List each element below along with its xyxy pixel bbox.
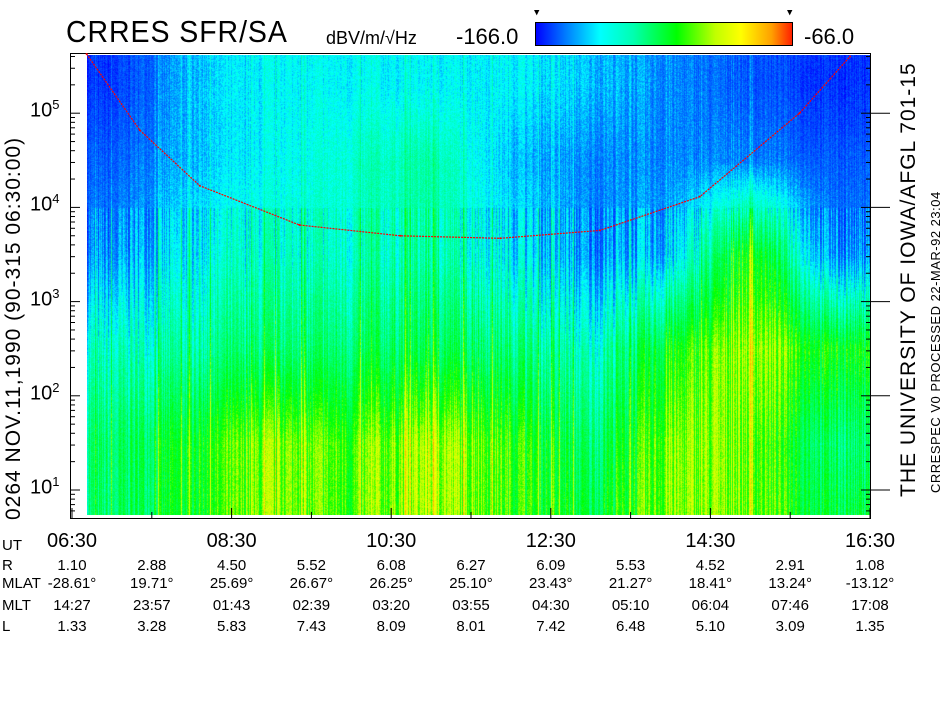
table-cell: 17:08 [851, 597, 889, 614]
overlay-curve-point [849, 55, 852, 58]
orbit-date-label: 0264 NOV.11,1990 (90-315 06:30:00) [2, 136, 25, 520]
overlay-curve-point [798, 112, 801, 115]
table-cell: -28.61° [47, 575, 97, 592]
table-cell: 5.52 [296, 557, 326, 574]
plot-title: CRRES SFR/SA [66, 14, 288, 49]
table-cell: 21.27° [608, 575, 653, 592]
overlay-curve-point [499, 237, 502, 240]
table-row-label: MLAT [2, 575, 41, 592]
table-cell: 02:39 [292, 597, 331, 614]
x-tick-label: 16:30 [844, 530, 896, 552]
table-row-label: R [2, 557, 13, 574]
colorbar-units: dBV/m/√Hz [326, 28, 417, 48]
table-cell: 8.01 [456, 618, 486, 635]
table-cell: 6.09 [536, 557, 566, 574]
table-cell: 7.43 [296, 618, 326, 635]
table-cell: 1.35 [855, 618, 885, 635]
colorbar-min-marker-icon: ▼ [534, 8, 540, 18]
x-tick-label: 14:30 [685, 530, 736, 552]
y-tick-label: 103 [30, 285, 60, 311]
colorbar-min: -166.0 [456, 24, 519, 49]
table-cell: -13.12° [845, 575, 895, 592]
table-cell: 04:30 [532, 597, 570, 614]
table-cell: 3.09 [775, 618, 805, 635]
table-cell: 3.28 [137, 618, 167, 635]
table-cell: 14:27 [53, 597, 91, 614]
institution-label: THE UNIVERSITY OF IOWA/AFGL 701-15 [897, 62, 920, 497]
table-cell: 05:10 [611, 597, 650, 614]
table-row-label: L [2, 618, 11, 635]
table-cell: 1.10 [57, 557, 87, 574]
table-cell: 23:57 [133, 597, 171, 614]
table-cell: 25.10° [449, 575, 493, 592]
overlay-curve-point [198, 184, 201, 187]
processing-label: CRRESPEC V0 PROCESSED 22-MAR-92 23:04 [928, 191, 943, 493]
table-cell: 07:46 [771, 597, 809, 614]
table-cell: 03:20 [372, 597, 410, 614]
table-cell: 25.69° [209, 575, 254, 592]
table-cell: 13.24° [768, 575, 812, 592]
x-tick-label: 06:30 [46, 530, 98, 552]
overlay-curve-point [85, 53, 88, 55]
table-cell: 2.88 [137, 557, 167, 574]
table-cell: 26.67° [289, 575, 334, 592]
overlay-curve-point [138, 129, 141, 132]
table-cell: 2.91 [775, 557, 805, 574]
overlay-curve [86, 53, 851, 239]
overlay-curve-point [599, 229, 602, 232]
table-cell: 19.71° [130, 575, 174, 592]
table-cell: 8.09 [376, 618, 406, 635]
table-cell: 6.08 [376, 557, 406, 574]
table-cell: 5.53 [615, 557, 646, 574]
table-cell: 06:04 [691, 597, 730, 614]
overlay-curve-point [698, 195, 701, 198]
table-cell: 1.33 [57, 618, 87, 635]
table-cell: 7.42 [536, 618, 566, 635]
colorbar-max-marker-icon: ▼ [787, 8, 793, 18]
table-cell: 26.25° [369, 575, 413, 592]
y-tick-label: 102 [30, 379, 60, 405]
colorbar-max: -66.0 [804, 24, 855, 49]
table-cell: 23.43° [529, 575, 573, 592]
table-cell: 6.48 [615, 618, 646, 635]
y-tick-label: 105 [30, 97, 60, 122]
table-cell: 4.52 [695, 557, 725, 574]
table-cell: 5.10 [695, 618, 725, 635]
spectrogram-heatmap [87, 55, 870, 515]
table-cell: 6.27 [456, 557, 486, 574]
table-cell: 4.50 [216, 557, 247, 574]
colorbar [535, 22, 793, 46]
y-tick-label: 104 [30, 191, 60, 217]
table-cell: 18.41° [688, 575, 733, 592]
x-tick-label: 12:30 [525, 530, 576, 552]
y-tick-label: 101 [30, 474, 60, 499]
table-cell: 01:43 [212, 597, 251, 614]
overlay-curve-point [399, 234, 402, 237]
table-cell: 03:55 [452, 597, 490, 614]
table-cell: 1.08 [855, 557, 885, 574]
table-row-label: MLT [2, 597, 31, 614]
table-cell: 5.83 [216, 618, 247, 635]
x-tick-label: 10:30 [366, 530, 417, 552]
overlay-curve-point [298, 224, 301, 227]
table-row-label: UT [2, 537, 22, 554]
x-tick-label: 08:30 [206, 530, 257, 552]
